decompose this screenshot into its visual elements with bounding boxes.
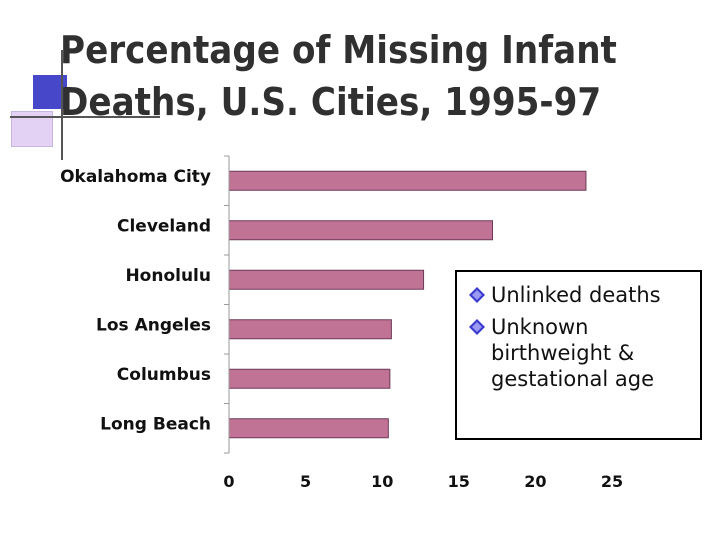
legend-item-unknown-birthweight: Unknown birthweight & gestational age: [467, 314, 700, 392]
bar-los-angeles: [228, 319, 392, 340]
decorative-horizontal-line: [10, 116, 160, 118]
x-tick-label: 0: [223, 472, 234, 491]
axis-layer: [224, 155, 230, 454]
chart-title-line-2: Deaths, U.S. Cities, 1995-97: [60, 80, 602, 124]
bar-long-beach: [228, 418, 389, 439]
x-tick-label: 25: [601, 472, 623, 491]
category-label-los-angeles: Los Angeles: [96, 315, 211, 335]
category-label-okalahoma-city: Okalahoma City: [60, 167, 211, 187]
x-tick-label: 5: [300, 472, 311, 491]
chart-legend: Unlinked deaths Unknown birthweight & ge…: [455, 270, 702, 440]
legend-label: Unknown birthweight & gestational age: [491, 315, 655, 391]
bar-honolulu: [228, 269, 425, 290]
chart-title-line-1: Percentage of Missing Infant: [60, 28, 617, 72]
bar-columbus: [228, 368, 391, 389]
chart-title: Percentage of Missing Infant Deaths, U.S…: [60, 24, 645, 128]
legend-label: Unlinked deaths: [491, 283, 661, 307]
category-label-cleveland: Cleveland: [117, 216, 211, 236]
x-tick-label: 15: [448, 472, 470, 491]
bars-layer: [228, 170, 587, 439]
legend-item-unlinked-deaths: Unlinked deaths: [467, 282, 700, 308]
category-label-long-beach: Long Beach: [100, 414, 211, 434]
bar-okalahoma-city: [228, 170, 587, 191]
category-labels-layer: Okalahoma City Cleveland Honolulu Los Angel…: [60, 167, 211, 435]
diamond-bullet-icon: [469, 319, 485, 335]
category-label-columbus: Columbus: [117, 365, 211, 385]
x-tick-label: 20: [524, 472, 546, 491]
category-label-honolulu: Honolulu: [125, 266, 211, 286]
tick-labels-layer: 0 5 10 15 20 25: [223, 472, 623, 491]
diamond-bullet-icon: [469, 287, 485, 303]
bar-cleveland: [228, 220, 494, 241]
x-tick-label: 10: [371, 472, 393, 491]
decorative-vertical-line: [61, 50, 63, 160]
